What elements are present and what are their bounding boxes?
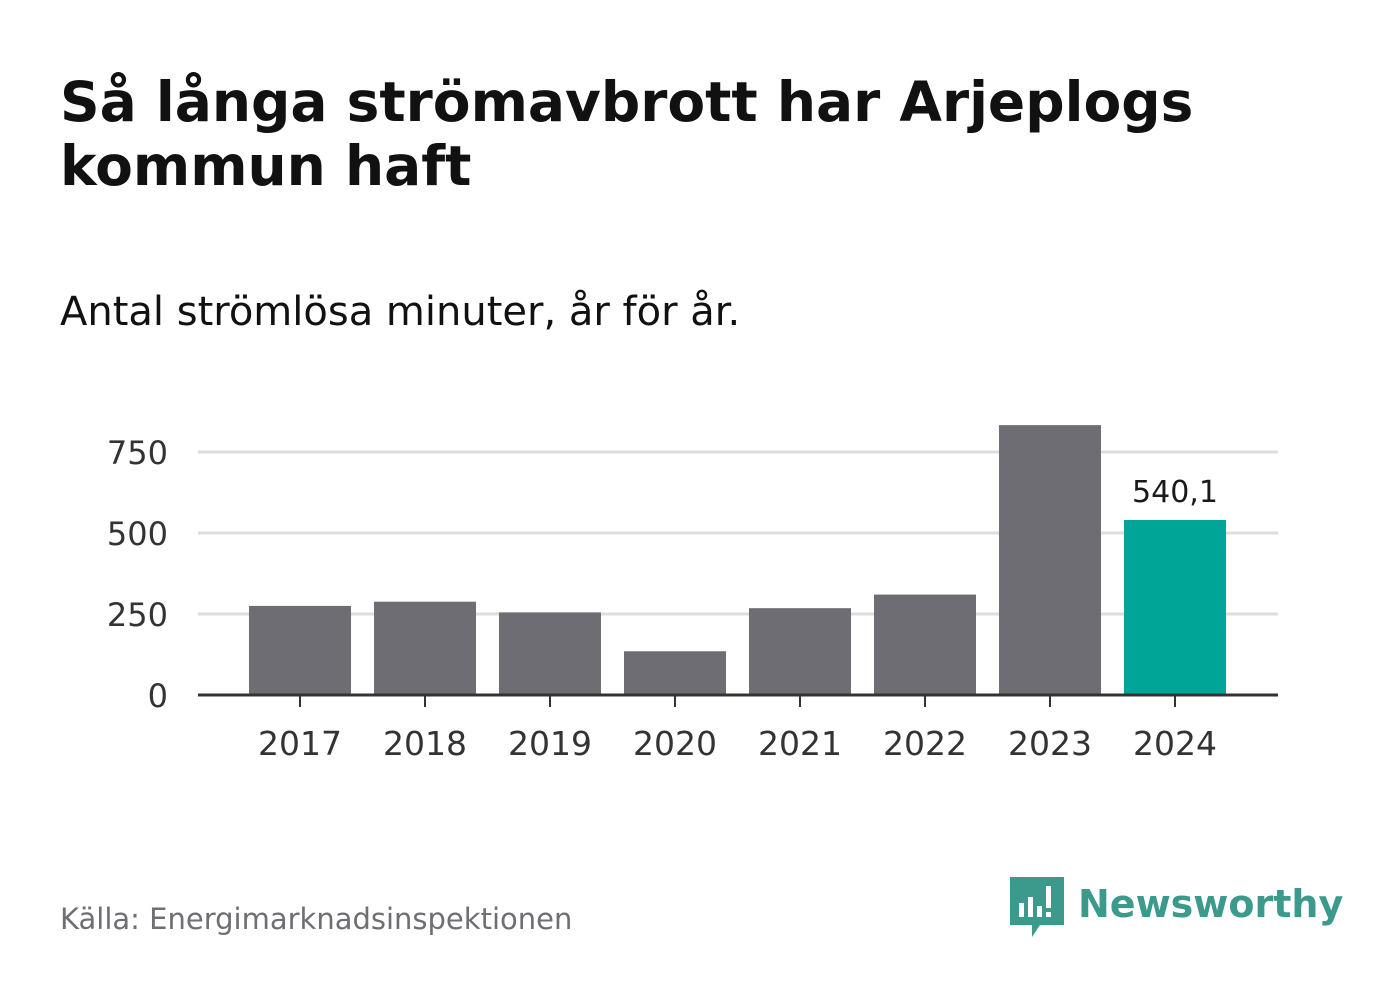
x-tick-label: 2019: [508, 724, 592, 763]
x-tick-label: 2018: [383, 724, 467, 763]
labels: 0 250 500 750 2017 2018 2019 2020 2021 2022 2023 20…: [107, 434, 1278, 763]
y-tick-label: 750: [107, 434, 168, 472]
source-note: Källa: Energimarknadsinspektionen: [60, 902, 573, 936]
bar-2024: [1124, 520, 1226, 695]
bar-2020: [624, 651, 726, 695]
bar-2017: [249, 605, 351, 695]
y-tick-label: 250: [107, 596, 168, 634]
chart-title: Så långa strömavbrott har Arjeplogs komm…: [60, 70, 1194, 198]
bars: [249, 425, 1226, 695]
x-tick-label: 2021: [758, 724, 842, 763]
bar-2021: [749, 608, 851, 695]
x-tick-label: 2017: [258, 724, 342, 763]
bar-2019: [499, 612, 601, 695]
brand-logo: Newsworthy: [1010, 877, 1343, 941]
brand-name: Newsworthy: [1078, 882, 1344, 926]
x-tick-label: 2024: [1133, 724, 1217, 763]
newsworthy-logo-icon: [1010, 877, 1064, 937]
bar-2018: [374, 601, 476, 695]
data-label: 540,1: [1132, 475, 1218, 510]
x-tick-label: 2022: [883, 724, 967, 763]
x-tick-label: 2023: [1008, 724, 1092, 763]
grid-lines: [198, 450, 1278, 616]
y-tick-label: 500: [107, 515, 168, 553]
bar-2022: [874, 594, 976, 695]
bar-2023: [999, 425, 1101, 695]
x-tick-label: 2020: [633, 724, 717, 763]
y-tick-label: 0: [148, 677, 168, 715]
chart-subtitle: Antal strömlösa minuter, år för år.: [60, 289, 741, 335]
